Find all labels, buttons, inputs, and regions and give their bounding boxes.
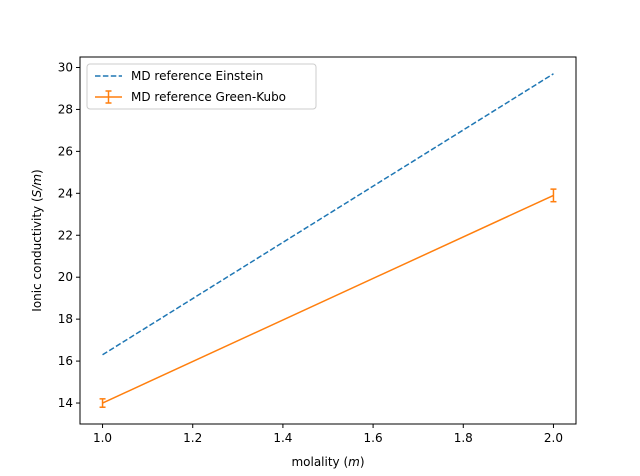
y-tick-label: 16 xyxy=(58,354,73,368)
x-axis-label-open-paren: ( xyxy=(340,455,349,469)
y-tick-label: 24 xyxy=(58,186,73,200)
y-axis-label-close-paren: ) xyxy=(30,169,44,174)
x-tick-label: 1.4 xyxy=(273,431,292,445)
y-tick-label: 20 xyxy=(58,270,73,284)
y-tick-label: 14 xyxy=(58,396,73,410)
y-tick-label: 28 xyxy=(58,102,73,116)
y-tick-label: 30 xyxy=(58,60,73,74)
legend-label-1: MD reference Einstein xyxy=(131,69,263,83)
series-line-1 xyxy=(102,73,554,356)
y-axis-label-unit: S/m xyxy=(30,174,44,197)
x-axis-label: molality (m) xyxy=(291,455,364,469)
x-tick-label: 1.0 xyxy=(93,431,112,445)
series-line-2 xyxy=(102,194,554,404)
y-axis-label-text: Ionic conductivity xyxy=(30,206,44,312)
y-axis-label: Ionic conductivity (S/m) xyxy=(30,169,44,311)
legend-box xyxy=(86,63,317,110)
y-tick-label: 18 xyxy=(58,312,73,326)
y-tick-label: 22 xyxy=(58,228,73,242)
x-tick-label: 1.2 xyxy=(183,431,202,445)
x-axis-label-text: molality xyxy=(291,455,339,469)
axes-frame xyxy=(79,56,577,425)
x-tick-label: 1.8 xyxy=(454,431,473,445)
legend: MD reference Einstein MD reference Green-… xyxy=(86,63,317,110)
legend-label-2: MD reference Green-Kubo xyxy=(131,90,286,104)
y-axis-label-open-paren: ( xyxy=(30,197,44,206)
plot-area: 1.0 1.2 1.4 1.6 1.8 2.0 14 16 18 20 22 24 26 28 30 mola… xyxy=(30,56,577,469)
y-tick-label: 26 xyxy=(58,144,73,158)
x-tick-label: 2.0 xyxy=(544,431,563,445)
x-axis-label-close-paren: ) xyxy=(360,455,365,469)
x-axis-label-unit: m xyxy=(348,455,360,469)
x-tick-label: 1.6 xyxy=(364,431,383,445)
